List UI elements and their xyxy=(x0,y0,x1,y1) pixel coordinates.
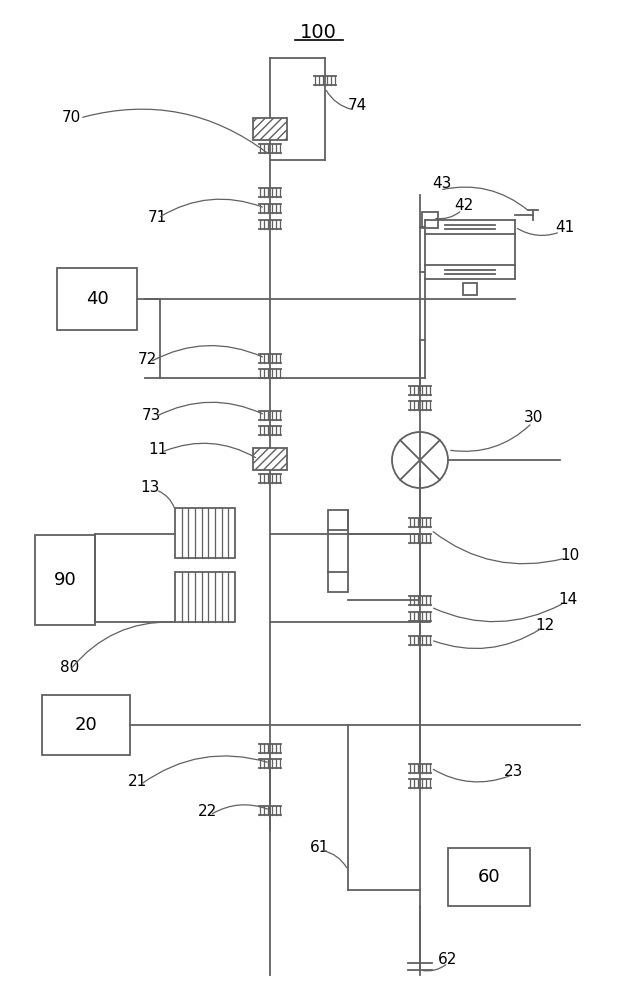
Bar xyxy=(175,572,235,622)
Text: 61: 61 xyxy=(310,840,329,856)
Bar xyxy=(328,510,348,530)
Bar xyxy=(253,118,287,140)
Bar xyxy=(35,535,95,625)
Text: 23: 23 xyxy=(504,764,524,780)
Text: 100: 100 xyxy=(299,22,336,41)
Text: 20: 20 xyxy=(75,716,97,734)
Bar xyxy=(463,283,477,295)
Text: 80: 80 xyxy=(60,660,79,676)
Text: 90: 90 xyxy=(54,571,76,589)
Text: 60: 60 xyxy=(478,868,500,886)
Text: 42: 42 xyxy=(454,198,473,213)
Text: 70: 70 xyxy=(62,110,82,125)
Text: 62: 62 xyxy=(438,952,457,968)
Bar xyxy=(253,448,287,470)
Bar xyxy=(42,695,130,755)
Bar xyxy=(175,508,235,558)
Text: 43: 43 xyxy=(432,176,452,190)
Text: 13: 13 xyxy=(140,481,159,495)
Text: 11: 11 xyxy=(148,442,168,458)
Text: 74: 74 xyxy=(348,98,368,112)
Text: 73: 73 xyxy=(142,408,161,422)
Bar xyxy=(328,572,348,592)
Bar xyxy=(448,848,530,906)
Text: 14: 14 xyxy=(558,592,577,607)
Text: 40: 40 xyxy=(85,290,108,308)
Text: 12: 12 xyxy=(535,617,554,633)
Bar xyxy=(57,268,137,330)
Text: 30: 30 xyxy=(524,410,543,426)
Text: 41: 41 xyxy=(555,221,574,235)
Text: 22: 22 xyxy=(198,804,217,820)
Text: 10: 10 xyxy=(560,548,579,562)
Text: 21: 21 xyxy=(128,774,147,790)
Text: 72: 72 xyxy=(138,353,157,367)
Bar xyxy=(422,212,438,228)
Circle shape xyxy=(392,432,448,488)
Text: 71: 71 xyxy=(148,211,168,226)
